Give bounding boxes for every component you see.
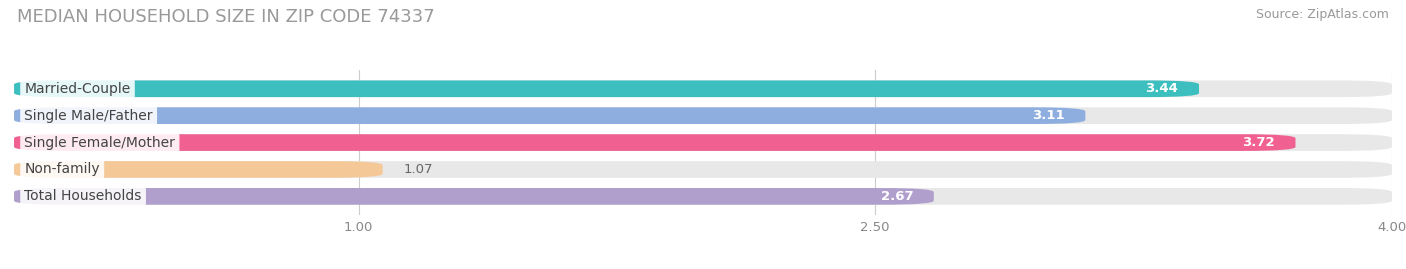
FancyBboxPatch shape [14,134,1295,151]
Text: 1.07: 1.07 [404,163,433,176]
FancyBboxPatch shape [14,188,1392,205]
Text: 2.67: 2.67 [880,190,912,203]
Text: Source: ZipAtlas.com: Source: ZipAtlas.com [1256,8,1389,21]
Text: 3.11: 3.11 [1032,109,1064,122]
Text: Non-family: Non-family [24,162,100,176]
Text: Single Male/Father: Single Male/Father [24,109,153,123]
Text: MEDIAN HOUSEHOLD SIZE IN ZIP CODE 74337: MEDIAN HOUSEHOLD SIZE IN ZIP CODE 74337 [17,8,434,26]
FancyBboxPatch shape [14,80,1199,97]
Text: 3.72: 3.72 [1241,136,1275,149]
Text: Married-Couple: Married-Couple [24,82,131,96]
FancyBboxPatch shape [14,161,1392,178]
Text: 3.44: 3.44 [1146,82,1178,95]
FancyBboxPatch shape [14,188,934,205]
Text: Total Households: Total Households [24,189,142,203]
FancyBboxPatch shape [14,107,1085,124]
FancyBboxPatch shape [14,134,1392,151]
Text: Single Female/Mother: Single Female/Mother [24,136,176,150]
FancyBboxPatch shape [14,80,1392,97]
FancyBboxPatch shape [14,107,1392,124]
FancyBboxPatch shape [14,161,382,178]
